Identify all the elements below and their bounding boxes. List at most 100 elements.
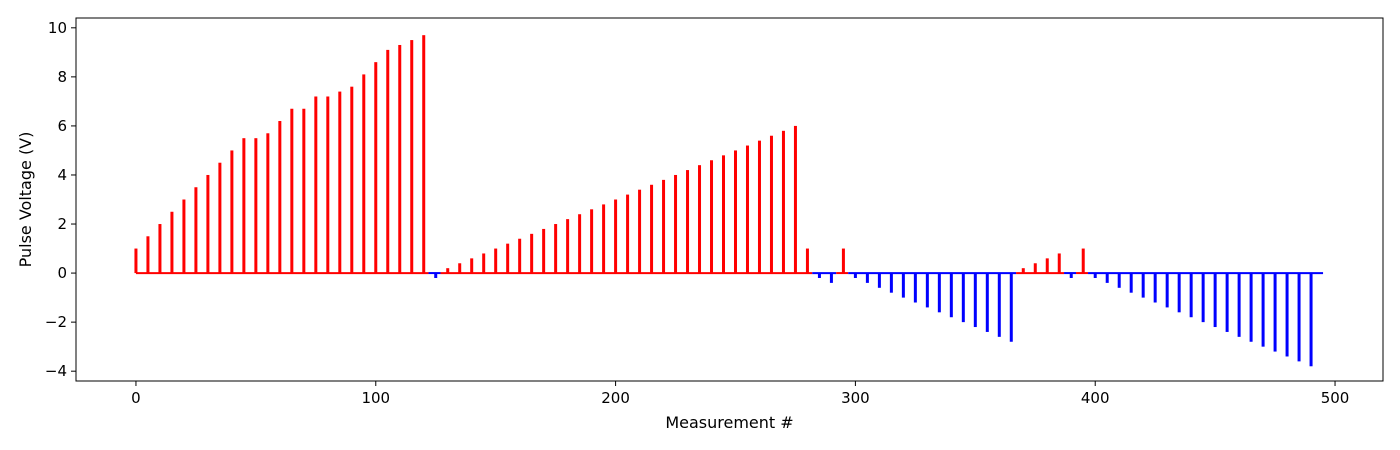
data-bar <box>1273 273 1277 352</box>
data-bar <box>925 273 929 308</box>
data-bar <box>1177 273 1181 313</box>
x-tick-label: 100 <box>361 389 390 407</box>
data-bar <box>326 96 330 274</box>
data-bar <box>1009 273 1013 342</box>
data-bar <box>949 273 953 318</box>
y-axis-ticks: −4 −2 0 2 4 6 8 10 <box>45 19 76 380</box>
data-bar <box>134 248 138 274</box>
data-bar <box>470 258 474 274</box>
data-bar <box>865 273 869 283</box>
data-bar <box>542 228 546 274</box>
data-bar <box>374 62 378 274</box>
data-bar <box>1249 273 1253 342</box>
y-tick-label: 10 <box>48 19 67 37</box>
data-bar <box>302 108 306 274</box>
data-bar <box>1033 263 1037 274</box>
data-bar <box>985 273 989 332</box>
data-bar <box>1141 273 1145 298</box>
y-tick-label: 8 <box>57 68 67 86</box>
data-bar <box>1129 273 1133 293</box>
y-axis-label: Pulse Voltage (V) <box>16 132 35 268</box>
data-bar <box>1261 273 1265 347</box>
data-bar <box>901 273 905 298</box>
data-bar <box>650 184 654 274</box>
data-bar <box>614 199 618 274</box>
data-bar <box>578 214 582 274</box>
data-bar <box>398 44 402 274</box>
data-bar <box>602 204 606 274</box>
data-bar <box>1189 273 1193 318</box>
data-bar <box>554 224 558 274</box>
data-bar <box>961 273 965 323</box>
data-bar <box>1165 273 1169 308</box>
data-bar <box>734 150 737 274</box>
data-bar <box>242 138 246 274</box>
data-bar <box>662 179 666 274</box>
data-bar <box>1117 273 1121 288</box>
data-bar <box>314 96 318 274</box>
data-bar <box>1105 273 1109 283</box>
data-bar <box>757 140 761 274</box>
data-bar <box>1237 273 1241 337</box>
data-bar <box>170 211 174 274</box>
data-bar <box>506 243 510 274</box>
x-tick-label: 0 <box>131 389 141 407</box>
data-bar <box>1297 273 1301 362</box>
data-bar <box>973 273 977 328</box>
data-bar <box>1309 273 1313 367</box>
data-bar <box>1225 273 1229 332</box>
data-bar <box>158 224 162 274</box>
data-bar <box>829 273 833 283</box>
data-bar <box>698 165 702 274</box>
data-bar <box>1213 273 1217 328</box>
data-bar <box>494 248 498 274</box>
data-bar <box>722 155 725 274</box>
data-bar <box>194 187 198 274</box>
x-tick-label: 300 <box>841 389 870 407</box>
data-bar <box>422 35 426 274</box>
data-bar <box>853 273 857 278</box>
data-bar <box>769 135 773 274</box>
data-bar <box>182 199 186 274</box>
data-bar <box>146 236 150 274</box>
data-bar <box>278 121 282 274</box>
data-bar <box>410 40 414 274</box>
data-bar <box>386 49 390 274</box>
data-bar <box>1069 273 1073 278</box>
data-bar <box>1081 248 1085 274</box>
bars-group <box>134 35 1313 367</box>
x-tick-label: 500 <box>1321 389 1350 407</box>
data-bar <box>1021 268 1025 274</box>
data-bar <box>206 174 210 274</box>
x-axis-label: Measurement # <box>665 413 793 432</box>
y-tick-label: 2 <box>57 215 67 233</box>
y-tick-label: −2 <box>45 313 67 331</box>
data-bar <box>590 209 594 274</box>
plot-frame <box>75 17 1384 382</box>
data-bar <box>1285 273 1289 357</box>
data-bar <box>805 248 809 274</box>
y-tick-label: 0 <box>57 264 67 282</box>
data-bar <box>338 91 342 274</box>
data-bar <box>230 150 234 274</box>
data-bar <box>446 268 450 274</box>
data-bar <box>1093 273 1097 278</box>
data-bar <box>518 238 522 274</box>
data-bar <box>889 273 893 293</box>
data-bar <box>1201 273 1205 323</box>
data-bar <box>290 108 294 274</box>
x-tick-label: 400 <box>1081 389 1110 407</box>
y-tick-label: 4 <box>57 166 67 184</box>
data-bar <box>817 273 821 278</box>
data-bar <box>793 125 797 274</box>
data-bar <box>1045 258 1049 274</box>
data-bar <box>745 145 749 274</box>
data-bar <box>937 273 941 313</box>
y-tick-label: −4 <box>45 362 67 380</box>
data-bar <box>877 273 881 288</box>
x-axis-ticks: 0 100 200 300 400 500 <box>131 381 1349 407</box>
data-bar <box>686 170 690 274</box>
data-bar <box>841 248 845 274</box>
data-bar <box>710 160 714 274</box>
